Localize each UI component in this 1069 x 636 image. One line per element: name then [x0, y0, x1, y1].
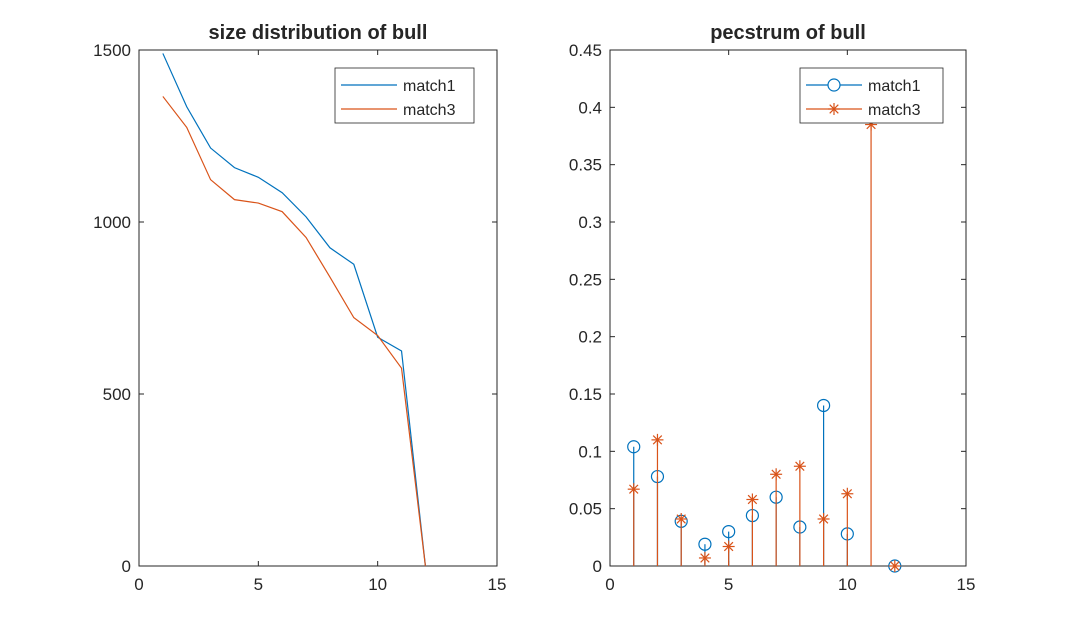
x-tick-label: 10: [838, 575, 857, 594]
stem-marker-circle: [722, 524, 736, 539]
asterisk-stroke: [842, 489, 853, 499]
y-tick-label: 500: [103, 385, 131, 404]
stem-marker-asterisk: [722, 540, 735, 553]
chart-title: size distribution of bull: [209, 22, 428, 44]
legend-label-match3: match3: [868, 102, 921, 119]
axes-box: [138, 49, 498, 567]
y-tick-label: 0.05: [569, 500, 602, 519]
axes-1: size distribution of bull 0 5 10 15 0 500 1000 1…: [93, 22, 506, 594]
stem-marker-asterisk: [817, 512, 830, 525]
y-tick-label: 0.35: [569, 156, 602, 175]
stem-marker-circle: [816, 398, 831, 413]
x-tick-label: 10: [368, 575, 387, 594]
asterisk-stroke: [700, 553, 710, 563]
plot-area: [162, 53, 426, 567]
legend-box: [334, 67, 475, 124]
series-match3: [162, 96, 426, 567]
legend: match1 match3: [799, 67, 944, 124]
asterisk-stroke: [676, 514, 686, 524]
stem-marker-circle: [698, 537, 712, 551]
y-tick-label: 0.15: [569, 385, 602, 404]
asterisk-stroke: [829, 104, 839, 114]
stem-marker-asterisk: [841, 487, 854, 500]
legend-label-match3: match3: [403, 102, 456, 119]
stem-marker-asterisk: [651, 433, 664, 446]
stem-marker-asterisk: [746, 493, 759, 506]
stem-marker-asterisk: [698, 551, 711, 564]
asterisk-stroke: [795, 461, 805, 471]
chart-title: pecstrum of bull: [710, 22, 866, 44]
y-tick-label: 0: [122, 557, 131, 576]
stem-marker-asterisk: [770, 468, 783, 481]
stem-marker-asterisk: [888, 560, 901, 572]
y-tick-label: 0.3: [578, 213, 602, 232]
series-line-match3: [162, 96, 426, 567]
stem-marker-asterisk: [793, 460, 806, 473]
asterisk-stroke: [723, 541, 734, 552]
legend-marker-asterisk: [828, 103, 840, 115]
axes-box: [609, 49, 967, 567]
legend-label-match1: match1: [868, 78, 921, 95]
series-match1: [162, 53, 426, 567]
asterisk-stroke: [629, 484, 639, 494]
asterisk-stroke: [771, 469, 781, 479]
stem-marker-asterisk: [627, 483, 640, 496]
x-tick-label: 0: [134, 575, 143, 594]
axes-2: pecstrum of bull 0 5 10 15 0 0.05 0.1 0.15 0.2 0.2…: [569, 22, 976, 594]
y-tick-label: 0: [593, 557, 602, 576]
asterisk-stroke: [818, 514, 829, 524]
y-tick-label: 0.4: [578, 98, 602, 117]
legend-label-match1: match1: [403, 78, 456, 95]
series-line-match1: [162, 53, 426, 567]
legend: match1 match3: [334, 67, 475, 124]
x-tick-label: 0: [605, 575, 614, 594]
stem-marker-asterisk: [675, 512, 688, 525]
stem-marker-circle: [627, 440, 641, 454]
y-tick-label: 1500: [93, 41, 131, 60]
x-tick-label: 5: [724, 575, 733, 594]
y-tick-label: 0.2: [578, 328, 602, 347]
y-tick-label: 0.45: [569, 41, 602, 60]
series-match3: [627, 118, 901, 572]
y-tick-label: 0.1: [578, 442, 602, 461]
asterisk-stroke: [652, 435, 663, 445]
plot-area: [627, 118, 902, 573]
legend-box: [799, 67, 944, 124]
y-tick-label: 1000: [93, 213, 131, 232]
asterisk-stroke: [747, 494, 758, 505]
asterisk-stroke: [890, 561, 900, 571]
legend-marker-circle: [827, 78, 841, 92]
x-tick-label: 15: [957, 575, 976, 594]
x-tick-label: 5: [254, 575, 263, 594]
x-tick-label: 15: [488, 575, 507, 594]
y-tick-label: 0.25: [569, 270, 602, 289]
